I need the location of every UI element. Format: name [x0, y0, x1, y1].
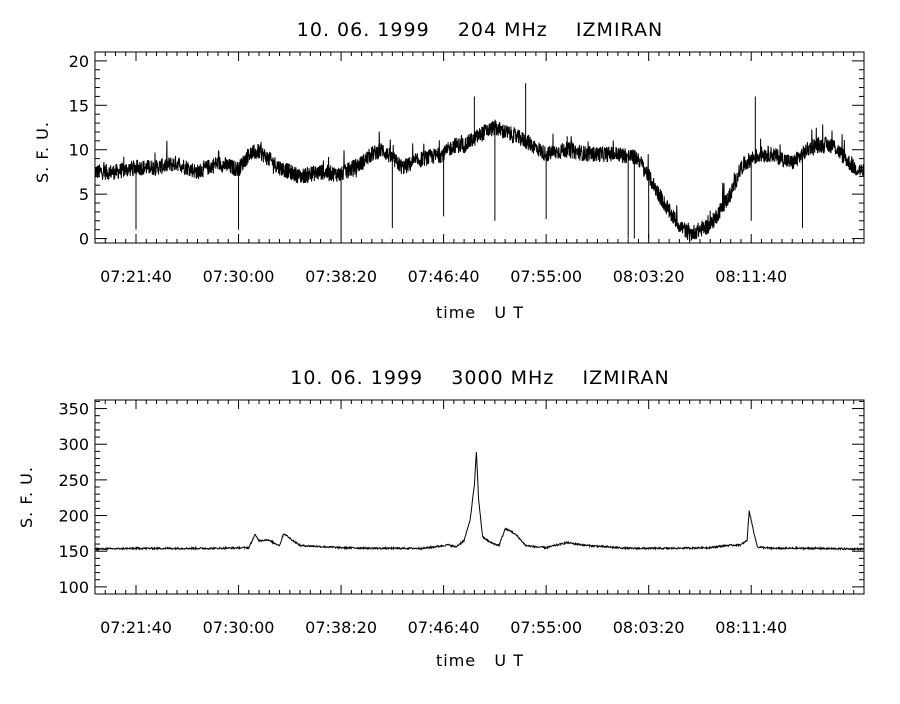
x-tick-label: 07:21:40 [100, 267, 172, 286]
x-tick-label: 08:03:20 [613, 267, 685, 286]
data-series-204mhz [94, 83, 865, 241]
y-axis-label-3000mhz: S. F. U. [17, 466, 36, 528]
x-tick-label: 07:30:00 [203, 267, 275, 286]
y-tick-label: 350 [58, 400, 89, 419]
y-tick-label: 10 [69, 141, 89, 160]
y-tick-label: 5 [79, 185, 89, 204]
x-tick-labels-3000mhz: 07:21:40 07:30:00 07:38:20 07:46:40 07:55:00… [100, 618, 787, 637]
x-axis-label-204mhz: time U T [436, 303, 524, 322]
y-tick-label: 0 [79, 230, 89, 249]
y-tick-label: 100 [58, 578, 89, 597]
chart-panel-204mhz: 10. 06. 1999 204 MHz IZMIRAN S. F. U. ti… [33, 19, 865, 322]
x-tick-label: 08:03:20 [613, 618, 685, 637]
series-line [94, 452, 865, 552]
y-tick-label: 250 [58, 471, 89, 490]
axis-ticks-3000mhz [95, 400, 864, 595]
axis-ticks-204mhz [95, 51, 864, 243]
x-axis-label-3000mhz: time U T [436, 651, 524, 670]
chart-panel-3000mhz: 10. 06. 1999 3000 MHz IZMIRAN S. F. U. t… [17, 367, 865, 670]
y-tick-label: 200 [58, 507, 89, 526]
plot-frame-204mhz [94, 51, 865, 244]
x-tick-label: 07:38:20 [305, 267, 377, 286]
y-tick-label: 15 [69, 96, 89, 115]
x-tick-label: 07:30:00 [203, 618, 275, 637]
y-tick-labels-3000mhz: 100 150 200 250 300 350 [58, 400, 89, 597]
x-tick-label: 07:46:40 [408, 267, 480, 286]
y-tick-labels-204mhz: 0 5 10 15 20 [69, 52, 89, 249]
x-tick-label: 07:55:00 [510, 618, 582, 637]
chart-title-3000mhz: 10. 06. 1999 3000 MHz IZMIRAN [290, 367, 670, 389]
chart-title-204mhz: 10. 06. 1999 204 MHz IZMIRAN [297, 19, 663, 41]
y-tick-label: 300 [58, 435, 89, 454]
plot-frame-3000mhz [94, 399, 865, 595]
x-tick-label: 07:21:40 [100, 618, 172, 637]
x-tick-labels-204mhz: 07:21:40 07:30:00 07:38:20 07:46:40 07:55:00… [100, 267, 787, 286]
x-tick-label: 08:11:40 [715, 267, 787, 286]
x-tick-label: 08:11:40 [715, 618, 787, 637]
x-tick-label: 07:38:20 [305, 618, 377, 637]
y-tick-label: 20 [69, 52, 89, 71]
data-series-3000mhz [94, 452, 865, 552]
x-tick-label: 07:46:40 [408, 618, 480, 637]
y-tick-label: 150 [58, 542, 89, 561]
y-axis-label-204mhz: S. F. U. [33, 121, 52, 183]
x-tick-label: 07:55:00 [510, 267, 582, 286]
series-line [94, 119, 865, 241]
